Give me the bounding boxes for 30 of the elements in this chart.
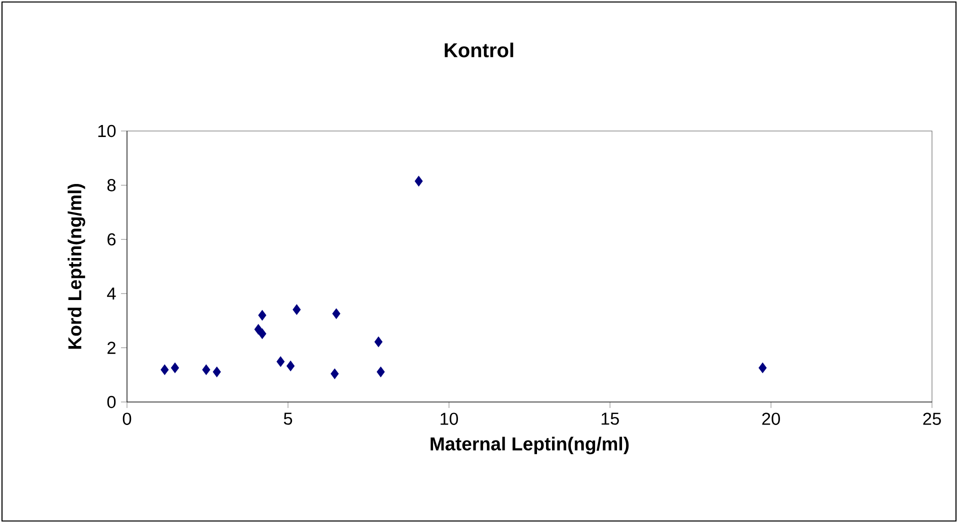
x-tick-label: 25 [923, 412, 941, 425]
point [286, 360, 295, 372]
point [160, 364, 169, 376]
x-tick-label: 10 [440, 412, 458, 425]
point [258, 328, 266, 339]
x-tick-label: 5 [284, 412, 292, 425]
point [258, 310, 266, 321]
x-tick-label: 0 [122, 412, 132, 425]
x-tick-label: 15 [602, 412, 619, 425]
y-axis-title: Kord Leptin(ng/ml) [68, 184, 86, 349]
y-tick-label: 8 [107, 179, 116, 192]
y-tick-label: 0 [107, 396, 116, 408]
x-tick-label: 20 [762, 412, 780, 425]
point [374, 336, 383, 348]
point [276, 356, 285, 367]
point [758, 362, 767, 374]
x-axis-title: Maternal Leptin(ng/ml) [430, 436, 629, 454]
point [332, 308, 340, 319]
point [376, 366, 385, 378]
point [330, 368, 339, 380]
y-tick-label: 4 [107, 288, 116, 300]
y-tick-label: 2 [108, 342, 116, 354]
chart-title: Kontrol [444, 42, 514, 58]
point [212, 366, 221, 378]
point [170, 362, 180, 374]
point [414, 176, 423, 186]
y-tick-label: 6 [108, 233, 116, 246]
y-tick-label: 10 [98, 124, 116, 138]
point [292, 304, 301, 315]
point [202, 364, 210, 376]
